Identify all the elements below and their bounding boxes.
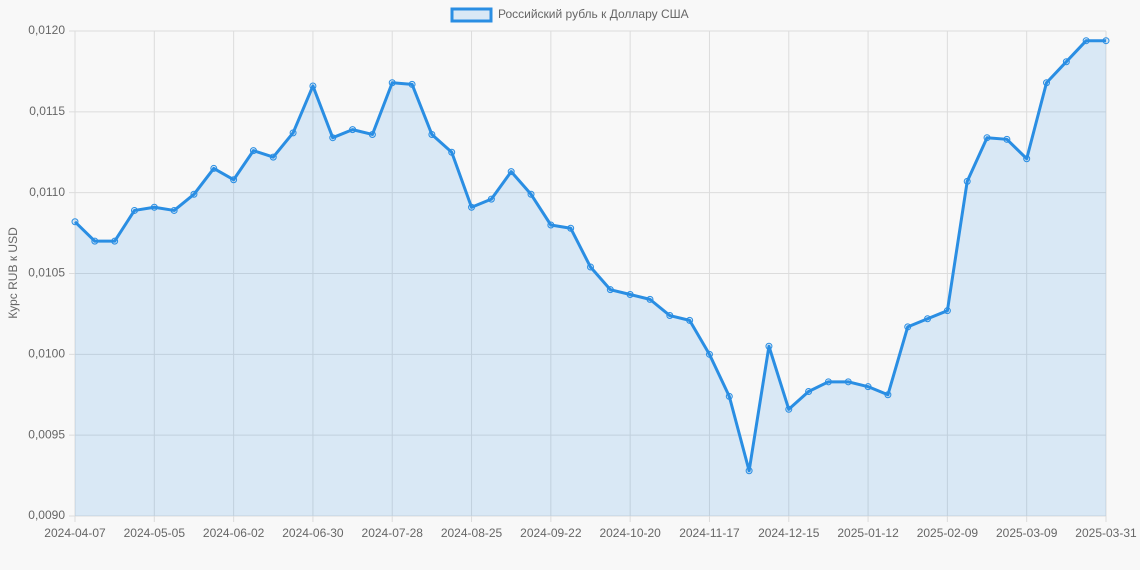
- y-tick-label: 0,0110: [29, 185, 65, 199]
- point: [408, 80, 416, 88]
- y-tick-label: 0,0100: [28, 347, 65, 361]
- point: [587, 263, 594, 271]
- point: [725, 392, 733, 400]
- point: [388, 79, 396, 87]
- point: [943, 307, 951, 315]
- point: [864, 383, 872, 391]
- x-tick-label: 2024-07-28: [362, 526, 424, 540]
- point: [646, 295, 654, 303]
- legend-label: Российский рубль к Доллару США: [498, 7, 689, 21]
- x-tick-label: 2024-09-22: [520, 526, 582, 540]
- point: [468, 203, 476, 211]
- point: [487, 195, 495, 203]
- point: [824, 378, 832, 386]
- x-tick-label: 2024-10-20: [599, 526, 661, 540]
- point: [448, 148, 456, 156]
- point: [309, 82, 317, 90]
- point: [963, 177, 971, 185]
- y-tick-label: 0,0105: [28, 266, 65, 280]
- point: [111, 237, 119, 245]
- point: [1082, 37, 1090, 45]
- point: [150, 203, 158, 211]
- y-tick-label: 0,0095: [28, 427, 65, 441]
- point: [349, 126, 357, 134]
- line: [73, 39, 1106, 473]
- x-tick-label: 2024-06-30: [282, 526, 344, 540]
- y-tick-label: 0,0090: [28, 508, 65, 522]
- point: [1043, 79, 1051, 87]
- y-axis-label: Курс RUB к USD: [6, 227, 20, 319]
- x-tick-label: 2024-12-15: [758, 526, 820, 540]
- x-tick-label: 2025-02-09: [917, 526, 979, 540]
- point: [844, 378, 852, 386]
- point: [507, 168, 515, 176]
- point: [269, 153, 277, 161]
- x-tick-label: 2024-04-07: [44, 526, 106, 540]
- point: [924, 315, 932, 323]
- point: [289, 129, 297, 137]
- point: [686, 316, 694, 324]
- point: [785, 405, 793, 413]
- point: [91, 237, 99, 245]
- point: [705, 350, 713, 358]
- x-tick-label: 2024-06-02: [203, 526, 265, 540]
- x-tick-label: 2024-11-17: [679, 526, 740, 540]
- point: [666, 312, 674, 320]
- point: [230, 176, 238, 184]
- legend-swatch: [450, 7, 493, 23]
- point: [1102, 37, 1110, 45]
- point: [527, 190, 535, 198]
- point: [190, 190, 198, 198]
- x-tick-label: 2025-01-12: [837, 526, 899, 540]
- point: [428, 130, 436, 138]
- point: [904, 323, 912, 331]
- point: [983, 134, 991, 142]
- point: [71, 218, 79, 226]
- point: [130, 206, 138, 214]
- x-tick-label: 2024-05-05: [124, 526, 186, 540]
- point: [1003, 135, 1011, 143]
- point: [567, 224, 575, 232]
- point: [765, 342, 773, 350]
- point: [1062, 58, 1070, 66]
- point: [210, 164, 218, 172]
- y-tick-label: 0,0115: [29, 104, 65, 118]
- point: [368, 130, 376, 138]
- point: [329, 134, 337, 142]
- x-tick-label: 2024-08-25: [441, 526, 503, 540]
- point: [249, 147, 257, 155]
- area: [75, 40, 1106, 516]
- point: [606, 286, 614, 294]
- point: [884, 391, 892, 399]
- y-tick-label: 0,0120: [28, 23, 65, 37]
- point: [1023, 155, 1031, 163]
- point: [170, 206, 178, 214]
- point: [745, 467, 753, 475]
- x-tick-label: 2025-03-31: [1075, 526, 1137, 540]
- x-tick-label: 2025-03-09: [996, 526, 1058, 540]
- point: [626, 291, 634, 299]
- point: [805, 388, 813, 396]
- point: [547, 221, 555, 229]
